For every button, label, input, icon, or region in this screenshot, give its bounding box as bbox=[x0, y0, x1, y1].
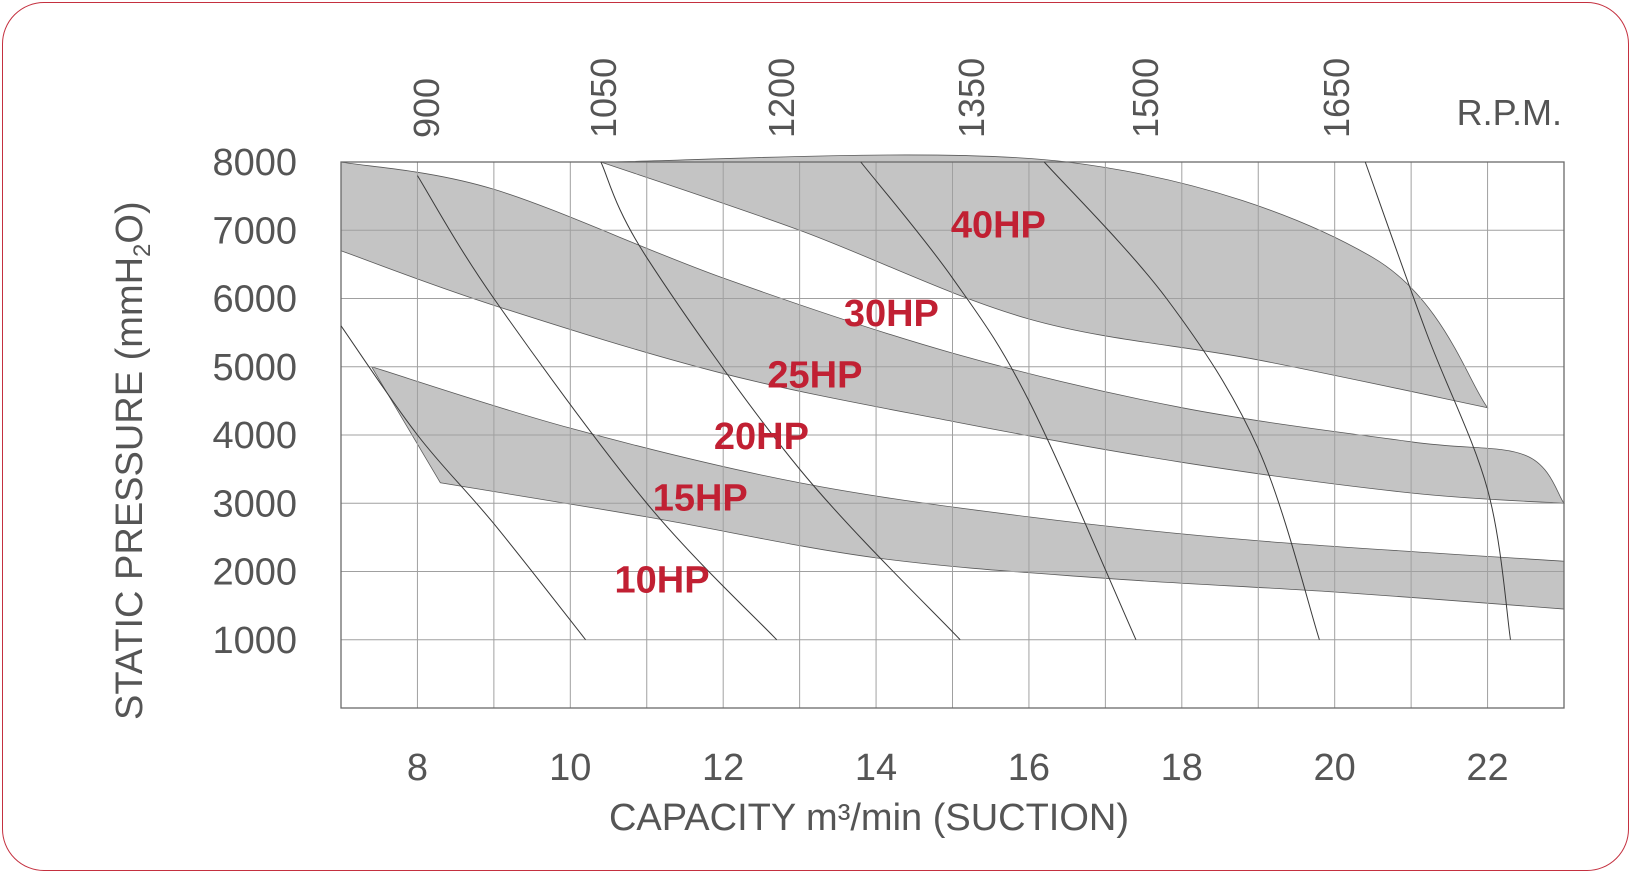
y-axis-title-sub: 2 bbox=[129, 244, 156, 257]
y-tick-label: 6000 bbox=[212, 279, 297, 321]
band-3 bbox=[600, 154, 1489, 409]
band-2 bbox=[340, 161, 1565, 504]
x-tick-label: 20 bbox=[1314, 747, 1356, 789]
x-tick-label: 18 bbox=[1161, 747, 1203, 789]
y-tick-labels: 8000 7000 6000 5000 4000 3000 2000 1000 bbox=[212, 142, 297, 662]
y-tick-label: 7000 bbox=[212, 210, 297, 252]
operating-bands bbox=[340, 154, 1565, 610]
hp-label-10hp: 10HP bbox=[615, 559, 710, 601]
hp-label-20hp: 20HP bbox=[714, 416, 809, 458]
rpm-curve-1050 bbox=[417, 175, 778, 641]
rpm-curve-1200 bbox=[600, 161, 961, 641]
rpm-label-1500: 1500 bbox=[1125, 58, 1166, 138]
rpm-curve-1350 bbox=[860, 161, 1137, 640]
y-axis-title-end: O) bbox=[109, 201, 151, 243]
x-tick-label: 22 bbox=[1466, 747, 1508, 789]
y-tick-label: 5000 bbox=[212, 347, 297, 389]
rpm-curve-1650 bbox=[1364, 161, 1511, 640]
rpm-label-900: 900 bbox=[406, 78, 447, 138]
x-tick-label: 8 bbox=[407, 747, 428, 789]
rpm-curve-1500 bbox=[1043, 161, 1320, 640]
x-tick-label: 12 bbox=[702, 747, 744, 789]
y-tick-label: 3000 bbox=[212, 483, 297, 525]
rpm-labels: 900 1050 1200 1350 1500 1650 bbox=[406, 58, 1357, 138]
y-tick-label: 4000 bbox=[212, 415, 297, 457]
rpm-label-1050: 1050 bbox=[583, 58, 624, 138]
rpm-curve-900 bbox=[340, 325, 586, 641]
y-axis-title: STATIC PRESSURE (mmH2O) bbox=[109, 201, 156, 720]
hp-label-40hp: 40HP bbox=[951, 204, 1046, 246]
rpm-unit-label: R.P.M. bbox=[1457, 92, 1562, 133]
rpm-label-1350: 1350 bbox=[951, 58, 992, 138]
y-tick-label: 1000 bbox=[212, 620, 297, 662]
hp-label-30hp: 30HP bbox=[844, 293, 939, 335]
rpm-label-1200: 1200 bbox=[761, 58, 802, 138]
hp-label-25hp: 25HP bbox=[767, 355, 862, 397]
y-tick-label: 2000 bbox=[212, 552, 297, 594]
y-tick-label: 8000 bbox=[212, 142, 297, 184]
rpm-label-1650: 1650 bbox=[1316, 58, 1357, 138]
plot-border bbox=[340, 161, 1565, 709]
x-tick-label: 10 bbox=[549, 747, 591, 789]
hp-labels: 10HP 15HP 20HP 25HP 30HP 40HP bbox=[615, 204, 1046, 601]
x-tick-label: 16 bbox=[1008, 747, 1050, 789]
hp-label-15hp: 15HP bbox=[653, 477, 748, 519]
x-tick-label: 14 bbox=[855, 747, 897, 789]
rpm-curves bbox=[340, 161, 1511, 641]
x-axis-title: CAPACITY m³/min (SUCTION) bbox=[609, 797, 1129, 839]
y-axis-title-main: STATIC PRESSURE (mmH bbox=[109, 257, 151, 720]
grid bbox=[340, 161, 1565, 709]
x-tick-labels: 8 10 12 14 16 18 20 22 bbox=[407, 747, 1509, 789]
